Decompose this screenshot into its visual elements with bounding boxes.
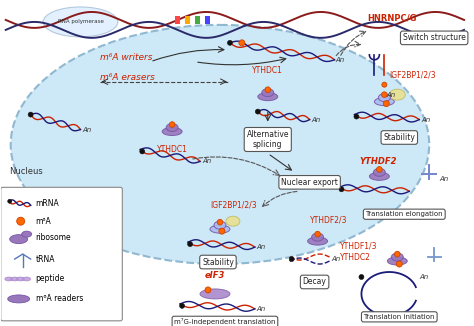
- Text: m⁶A writers: m⁶A writers: [100, 53, 153, 62]
- Text: Cytoplasm: Cytoplasm: [9, 189, 62, 198]
- Text: tRNA: tRNA: [36, 255, 55, 263]
- Ellipse shape: [200, 289, 230, 299]
- Circle shape: [217, 219, 223, 225]
- Circle shape: [255, 109, 260, 114]
- Text: YTHDF1/3: YTHDF1/3: [339, 242, 377, 251]
- Ellipse shape: [10, 235, 27, 244]
- Text: An: An: [439, 176, 448, 182]
- Text: YTHDC2: YTHDC2: [339, 253, 370, 261]
- Ellipse shape: [262, 89, 274, 96]
- Ellipse shape: [374, 98, 394, 106]
- Ellipse shape: [11, 277, 18, 281]
- Text: YTHDF2: YTHDF2: [359, 157, 397, 166]
- Ellipse shape: [258, 93, 278, 101]
- Text: An: An: [421, 117, 430, 123]
- Circle shape: [188, 242, 192, 246]
- Bar: [195, 16, 200, 24]
- Ellipse shape: [308, 237, 328, 245]
- Text: eIF3: eIF3: [205, 271, 225, 280]
- Circle shape: [180, 304, 184, 308]
- Ellipse shape: [311, 233, 324, 241]
- Ellipse shape: [23, 277, 31, 281]
- Circle shape: [219, 228, 225, 234]
- Text: m⁶A readers: m⁶A readers: [36, 294, 83, 304]
- Ellipse shape: [226, 216, 240, 226]
- Circle shape: [382, 92, 387, 97]
- Text: Alternative
splicing: Alternative splicing: [246, 130, 289, 149]
- Text: An: An: [82, 126, 91, 133]
- Text: YTHDC1: YTHDC1: [157, 145, 188, 155]
- Circle shape: [17, 217, 25, 225]
- Ellipse shape: [43, 7, 118, 37]
- Text: peptide: peptide: [36, 274, 65, 284]
- Text: ribosome: ribosome: [36, 233, 71, 242]
- Circle shape: [339, 187, 344, 192]
- Ellipse shape: [378, 94, 390, 102]
- Bar: [175, 16, 180, 24]
- Ellipse shape: [162, 127, 182, 136]
- Circle shape: [394, 251, 400, 257]
- Ellipse shape: [214, 221, 226, 229]
- Text: YTHDC1: YTHDC1: [252, 66, 283, 75]
- Circle shape: [265, 87, 271, 93]
- Bar: [185, 16, 190, 24]
- Circle shape: [239, 40, 245, 46]
- Text: Translation elongation: Translation elongation: [365, 211, 443, 217]
- Circle shape: [205, 287, 211, 293]
- Text: IGF2BP1/2/3: IGF2BP1/2/3: [389, 71, 436, 80]
- Text: An: An: [257, 244, 266, 250]
- Ellipse shape: [374, 169, 385, 176]
- Text: mRNA: mRNA: [36, 199, 59, 208]
- Circle shape: [382, 82, 387, 87]
- Circle shape: [376, 167, 382, 172]
- Circle shape: [315, 231, 320, 237]
- Circle shape: [169, 122, 175, 127]
- Text: m⁶A: m⁶A: [36, 217, 51, 226]
- Ellipse shape: [22, 231, 32, 237]
- Text: m⁷G-independent translation: m⁷G-independent translation: [174, 318, 276, 325]
- Ellipse shape: [387, 257, 407, 265]
- Text: IGF2BP1/2/3: IGF2BP1/2/3: [210, 200, 256, 209]
- Text: An: An: [257, 306, 266, 312]
- Circle shape: [289, 257, 294, 261]
- Circle shape: [359, 274, 364, 279]
- Circle shape: [8, 199, 12, 203]
- Text: HNRNPC/G: HNRNPC/G: [367, 13, 417, 22]
- Text: YTHDF2/3: YTHDF2/3: [310, 215, 347, 224]
- Ellipse shape: [389, 89, 405, 100]
- Circle shape: [383, 101, 389, 107]
- Text: An: An: [336, 57, 345, 63]
- Text: Stability: Stability: [202, 258, 234, 267]
- Ellipse shape: [17, 277, 25, 281]
- Text: An: An: [419, 274, 428, 280]
- Ellipse shape: [11, 25, 429, 264]
- Circle shape: [140, 149, 145, 154]
- Ellipse shape: [8, 295, 30, 303]
- FancyBboxPatch shape: [1, 187, 122, 321]
- Text: Nucleus: Nucleus: [9, 167, 43, 176]
- Bar: [205, 16, 210, 24]
- Ellipse shape: [369, 172, 389, 180]
- Text: Stability: Stability: [383, 133, 415, 142]
- Circle shape: [396, 261, 402, 267]
- Ellipse shape: [166, 124, 178, 131]
- Text: An: An: [386, 92, 396, 98]
- Ellipse shape: [210, 225, 230, 233]
- Text: Nuclear export: Nuclear export: [281, 178, 338, 187]
- Circle shape: [28, 112, 33, 117]
- Ellipse shape: [392, 253, 403, 261]
- Text: RNA polymerase: RNA polymerase: [57, 20, 103, 24]
- Circle shape: [354, 114, 359, 119]
- Text: An: An: [202, 158, 211, 164]
- Text: An: An: [331, 256, 341, 262]
- Text: Translation initiation: Translation initiation: [364, 314, 435, 320]
- Circle shape: [228, 40, 232, 45]
- Text: An: An: [311, 117, 321, 123]
- Text: Switch structure: Switch structure: [403, 33, 465, 42]
- Text: Decay: Decay: [303, 277, 327, 287]
- Ellipse shape: [5, 277, 13, 281]
- Text: m⁶A erasers: m⁶A erasers: [100, 73, 155, 82]
